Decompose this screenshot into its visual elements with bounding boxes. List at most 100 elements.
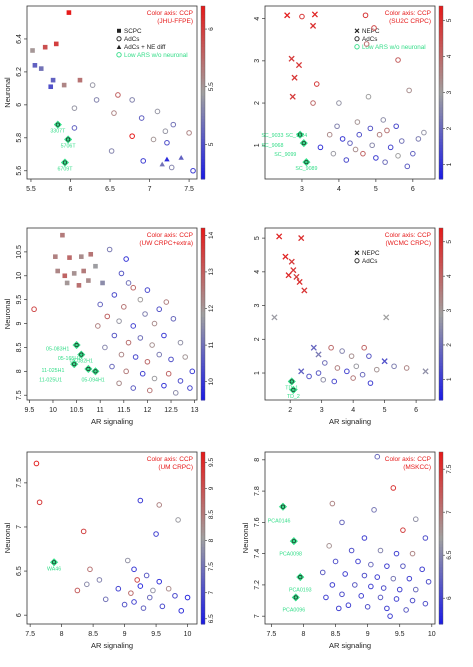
colorbar-segment <box>439 357 443 361</box>
data-point-square <box>30 48 35 53</box>
data-point-circle <box>96 577 103 583</box>
colorbar-segment <box>439 348 443 352</box>
data-point-circle <box>425 578 432 585</box>
data-point-circle <box>367 380 374 386</box>
color-axis-title: Color axis: CCP <box>385 10 431 17</box>
x-tick-label: 10 <box>428 631 436 638</box>
x-tick-label: 10.5 <box>70 407 84 414</box>
data-point-circle <box>368 583 374 590</box>
colorbar-segment <box>201 147 205 151</box>
data-point-x <box>422 368 429 375</box>
colorbar-segment <box>201 394 205 398</box>
colorbar-segment <box>201 141 205 145</box>
colorbar-segment <box>201 63 205 68</box>
colorbar-segment <box>439 14 443 19</box>
colorbar-segment <box>439 606 443 611</box>
y-axis-label: Neuronal <box>3 298 12 329</box>
data-point-circle <box>384 563 390 569</box>
data-point-circle <box>334 365 341 371</box>
sample-annotation: SC_9033 <box>261 133 283 139</box>
colorbar-segment <box>201 265 205 269</box>
data-point-circle <box>74 587 81 594</box>
data-point-circle <box>71 105 78 111</box>
x-tick-label: 9 <box>366 631 370 638</box>
colorbar-segment <box>439 452 443 456</box>
colorbar-segment <box>201 497 205 502</box>
data-points <box>33 460 191 614</box>
data-point-circle <box>137 296 144 303</box>
data-point-circle <box>130 323 137 329</box>
colorbar-segment <box>201 101 205 105</box>
data-point-circle <box>150 587 156 594</box>
x-tick-label: 7.5 <box>184 186 194 193</box>
colorbar-segment <box>201 112 205 117</box>
legend-label: AdCs <box>362 36 377 43</box>
colorbar-segment <box>439 555 443 559</box>
data-points <box>31 232 196 396</box>
colorbar-segment <box>439 31 443 36</box>
x-tick-label: 4 <box>337 186 341 193</box>
colorbar-segment <box>439 603 443 608</box>
colorbar <box>200 451 206 625</box>
data-point-circle <box>365 93 372 100</box>
data-point-circle <box>329 500 336 507</box>
data-point-circle <box>395 57 401 63</box>
data-point-square <box>55 268 60 274</box>
y-tick-label: 6.4 <box>16 34 23 44</box>
y-tick-label: 7 <box>254 614 261 618</box>
colorbar-segment <box>201 228 205 232</box>
data-point-x <box>295 62 303 69</box>
colorbar-segment <box>201 452 205 456</box>
data-point-circle <box>156 351 163 358</box>
colorbar-segment <box>439 29 443 33</box>
colorbar-tick-label: 6.5 <box>208 614 215 623</box>
colorbar-segment <box>439 566 443 571</box>
y-tick-label: 9.5 <box>16 295 23 305</box>
colorbar-segment <box>439 92 443 96</box>
colorbar <box>438 451 444 625</box>
colorbar-segment <box>201 377 205 381</box>
colorbar-segment <box>439 368 443 372</box>
colorbar-segment <box>439 345 443 349</box>
colorbar-segment <box>201 43 205 47</box>
y-axis-label: Neuronal <box>3 522 12 553</box>
colorbar-segment <box>439 112 443 117</box>
colorbar-segment <box>201 98 205 102</box>
colorbar-segment <box>201 529 205 533</box>
data-point-circle <box>369 142 375 149</box>
colorbar-segment <box>201 348 205 352</box>
colorbar-segment <box>439 69 443 73</box>
colorbar-tick-label: 9.5 <box>208 458 215 467</box>
colorbar-segment <box>439 334 443 338</box>
x-axis-label: AR signaling <box>329 417 371 426</box>
colorbar-tick-label: 5.5 <box>208 82 215 91</box>
colorbar-segment <box>201 40 205 44</box>
colorbar-segment <box>201 127 205 131</box>
colorbar-segment <box>439 374 443 378</box>
data-point-circle <box>395 152 401 159</box>
colorbar-segment <box>201 492 205 496</box>
data-point-x <box>271 314 278 321</box>
colorbar-segment <box>439 331 443 335</box>
color-axis-dataset: (UM CRPC) <box>158 464 193 471</box>
legend-marker <box>116 52 122 58</box>
colorbar-segment <box>439 129 443 134</box>
data-point-circle <box>187 385 193 391</box>
data-point-circle <box>361 572 368 579</box>
x-tick-label: 3 <box>320 407 324 414</box>
data-point-square <box>86 278 91 283</box>
colorbar-segment <box>439 6 443 10</box>
data-point-circle <box>384 127 390 134</box>
sample-annotation: 05-165H1 <box>58 356 81 362</box>
colorbar-segment <box>201 11 205 16</box>
color-axis-dataset: (JHU-FFPE) <box>157 18 193 25</box>
data-point-square <box>48 84 54 90</box>
colorbar-segment <box>201 397 205 401</box>
colorbar-segment <box>439 256 443 261</box>
colorbar-segment <box>201 520 205 525</box>
sample-annotation: 5706T <box>61 143 77 149</box>
data-point-circle <box>175 517 181 523</box>
data-point-circle <box>102 344 108 351</box>
legend-label: AdCs <box>124 36 139 43</box>
data-point-low-ars <box>60 158 70 167</box>
